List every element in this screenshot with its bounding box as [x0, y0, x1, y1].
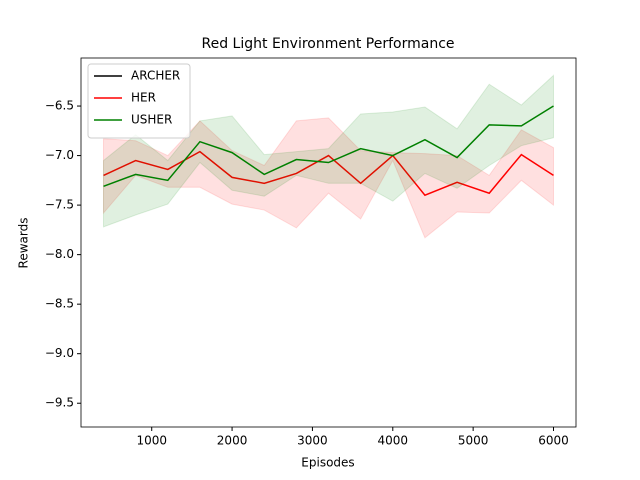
y-tick-label: −6.5	[45, 99, 74, 113]
y-tick-label: −7.0	[45, 148, 74, 162]
y-tick-label: −8.0	[45, 247, 74, 261]
y-tick-label: −9.0	[45, 346, 74, 360]
x-tick-label: 2000	[217, 434, 248, 448]
plot-frame	[80, 57, 577, 428]
x-axis-label: Episodes	[301, 456, 354, 470]
y-tick-label: −8.5	[45, 297, 74, 311]
series-line	[103, 105, 554, 187]
x-tick-label: 4000	[378, 434, 409, 448]
series-line	[103, 150, 554, 197]
y-tick-label: −7.5	[45, 198, 74, 212]
x-tick-label: 6000	[538, 434, 569, 448]
legend-label: USHER	[131, 113, 172, 127]
x-tick-label: 3000	[297, 434, 328, 448]
chart-title: Red Light Environment Performance	[202, 36, 455, 52]
legend-label: ARCHER	[131, 69, 180, 83]
x-tick-label: 1000	[136, 434, 167, 448]
x-tick-label: 5000	[458, 434, 489, 448]
confidence-band	[103, 74, 554, 228]
legend-label: HER	[131, 91, 156, 105]
y-axis-label: Rewards	[17, 218, 31, 269]
y-tick-label: −9.5	[45, 396, 74, 410]
